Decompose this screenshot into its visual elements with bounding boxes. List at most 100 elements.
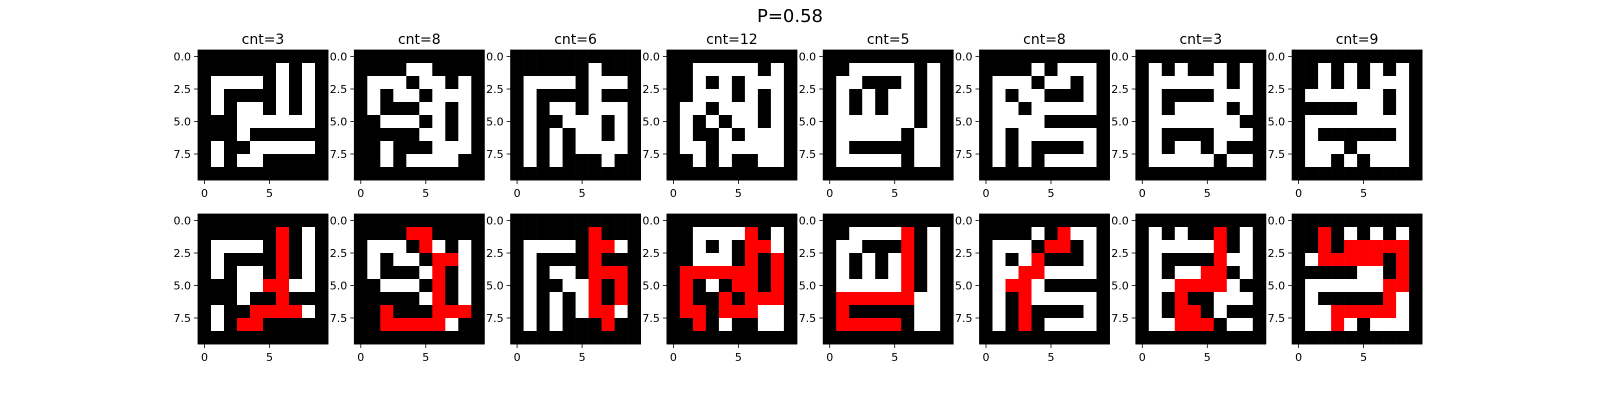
- open-cell: [692, 240, 707, 254]
- wall-cell: [1070, 305, 1084, 319]
- open-cell: [1213, 141, 1228, 155]
- wall-cell: [1070, 279, 1084, 293]
- wall-cell: [1135, 167, 1150, 181]
- wall-cell: [224, 167, 238, 181]
- open-cell: [1057, 266, 1071, 280]
- open-cell: [849, 240, 863, 254]
- wall-cell: [849, 266, 863, 280]
- wall-cell: [549, 167, 563, 181]
- open-cell: [289, 141, 303, 155]
- open-cell: [250, 279, 264, 293]
- y-tick-label: 2.5: [799, 247, 817, 260]
- wall-cell: [1252, 102, 1267, 116]
- wall-cell: [979, 102, 993, 116]
- wall-cell: [614, 253, 628, 267]
- open-cell: [523, 318, 537, 332]
- wall-cell: [1305, 227, 1319, 241]
- wall-cell: [888, 305, 902, 319]
- path-cell: [1187, 318, 1202, 332]
- y-tick-label: 0.0: [799, 215, 817, 228]
- wall-cell: [1409, 89, 1423, 103]
- path-cell: [1018, 266, 1032, 280]
- wall-cell: [1148, 167, 1163, 181]
- wall-cell: [536, 102, 550, 116]
- open-cell: [523, 128, 537, 142]
- wall-cell: [1031, 154, 1045, 168]
- open-cell: [250, 76, 264, 90]
- axes-frame: [979, 49, 1110, 181]
- open-cell: [367, 76, 381, 90]
- open-cell: [901, 115, 915, 129]
- wall-cell: [1318, 102, 1332, 116]
- wall-cell: [419, 50, 433, 64]
- open-cell: [1370, 115, 1384, 129]
- open-cell: [1148, 102, 1163, 116]
- wall-cell: [198, 214, 212, 228]
- y-tick-label: 5.0: [1268, 280, 1286, 293]
- path-cell: [1344, 305, 1358, 319]
- open-cell: [575, 141, 589, 155]
- wall-cell: [549, 50, 563, 64]
- open-cell: [1357, 266, 1371, 280]
- wall-cell: [1383, 331, 1397, 345]
- open-cell: [1083, 102, 1097, 116]
- path-cell: [432, 266, 446, 280]
- wall-cell: [1187, 89, 1202, 103]
- wall-cell: [1252, 89, 1267, 103]
- open-cell: [1161, 279, 1176, 293]
- path-cell: [1044, 240, 1058, 254]
- open-cell: [1344, 76, 1358, 90]
- wall-cell: [1070, 331, 1084, 345]
- wall-cell: [289, 227, 303, 241]
- wall-cell: [549, 89, 563, 103]
- wall-cell: [250, 214, 264, 228]
- wall-cell: [354, 167, 368, 181]
- wall-cell: [1292, 279, 1306, 293]
- wall-cell: [979, 253, 993, 267]
- open-cell: [1213, 102, 1228, 116]
- open-cell: [237, 128, 251, 142]
- open-cell: [237, 102, 251, 116]
- axes-frame: [822, 213, 954, 345]
- wall-cell: [1070, 167, 1084, 181]
- wall-cell: [927, 50, 941, 64]
- wall-cell: [224, 141, 238, 155]
- y-tick-label: 0.0: [799, 51, 817, 64]
- open-cell: [1239, 292, 1254, 306]
- path-cell: [1331, 318, 1345, 332]
- wall-cell: [1135, 318, 1150, 332]
- open-cell: [1383, 76, 1397, 90]
- open-cell: [224, 76, 238, 90]
- y-tick-label: 2.5: [174, 247, 192, 260]
- wall-cell: [1096, 128, 1110, 142]
- wall-cell: [211, 128, 225, 142]
- y-tick-label: 2.5: [330, 247, 348, 260]
- wall-cell: [198, 240, 212, 254]
- open-cell: [1305, 141, 1319, 155]
- wall-cell: [914, 50, 928, 64]
- wall-cell: [237, 214, 251, 228]
- wall-cell: [979, 331, 993, 345]
- wall-cell: [380, 102, 394, 116]
- wall-cell: [1292, 89, 1306, 103]
- open-cell: [380, 141, 394, 155]
- x-tick-label: 0: [1295, 187, 1302, 200]
- wall-cell: [914, 167, 928, 181]
- wall-cell: [836, 331, 850, 345]
- wall-cell: [354, 331, 368, 345]
- wall-cell: [198, 167, 212, 181]
- open-cell: [1331, 141, 1345, 155]
- wall-cell: [445, 240, 459, 254]
- open-cell: [1396, 292, 1410, 306]
- path-cell: [1187, 279, 1202, 293]
- wall-cell: [1383, 89, 1397, 103]
- wall-cell: [1187, 292, 1202, 306]
- wall-cell: [276, 50, 290, 64]
- open-cell: [888, 227, 902, 241]
- wall-cell: [1409, 305, 1423, 319]
- wall-cell: [536, 50, 550, 64]
- wall-cell: [940, 115, 954, 129]
- wall-cell: [1409, 50, 1423, 64]
- open-cell: [1018, 253, 1032, 267]
